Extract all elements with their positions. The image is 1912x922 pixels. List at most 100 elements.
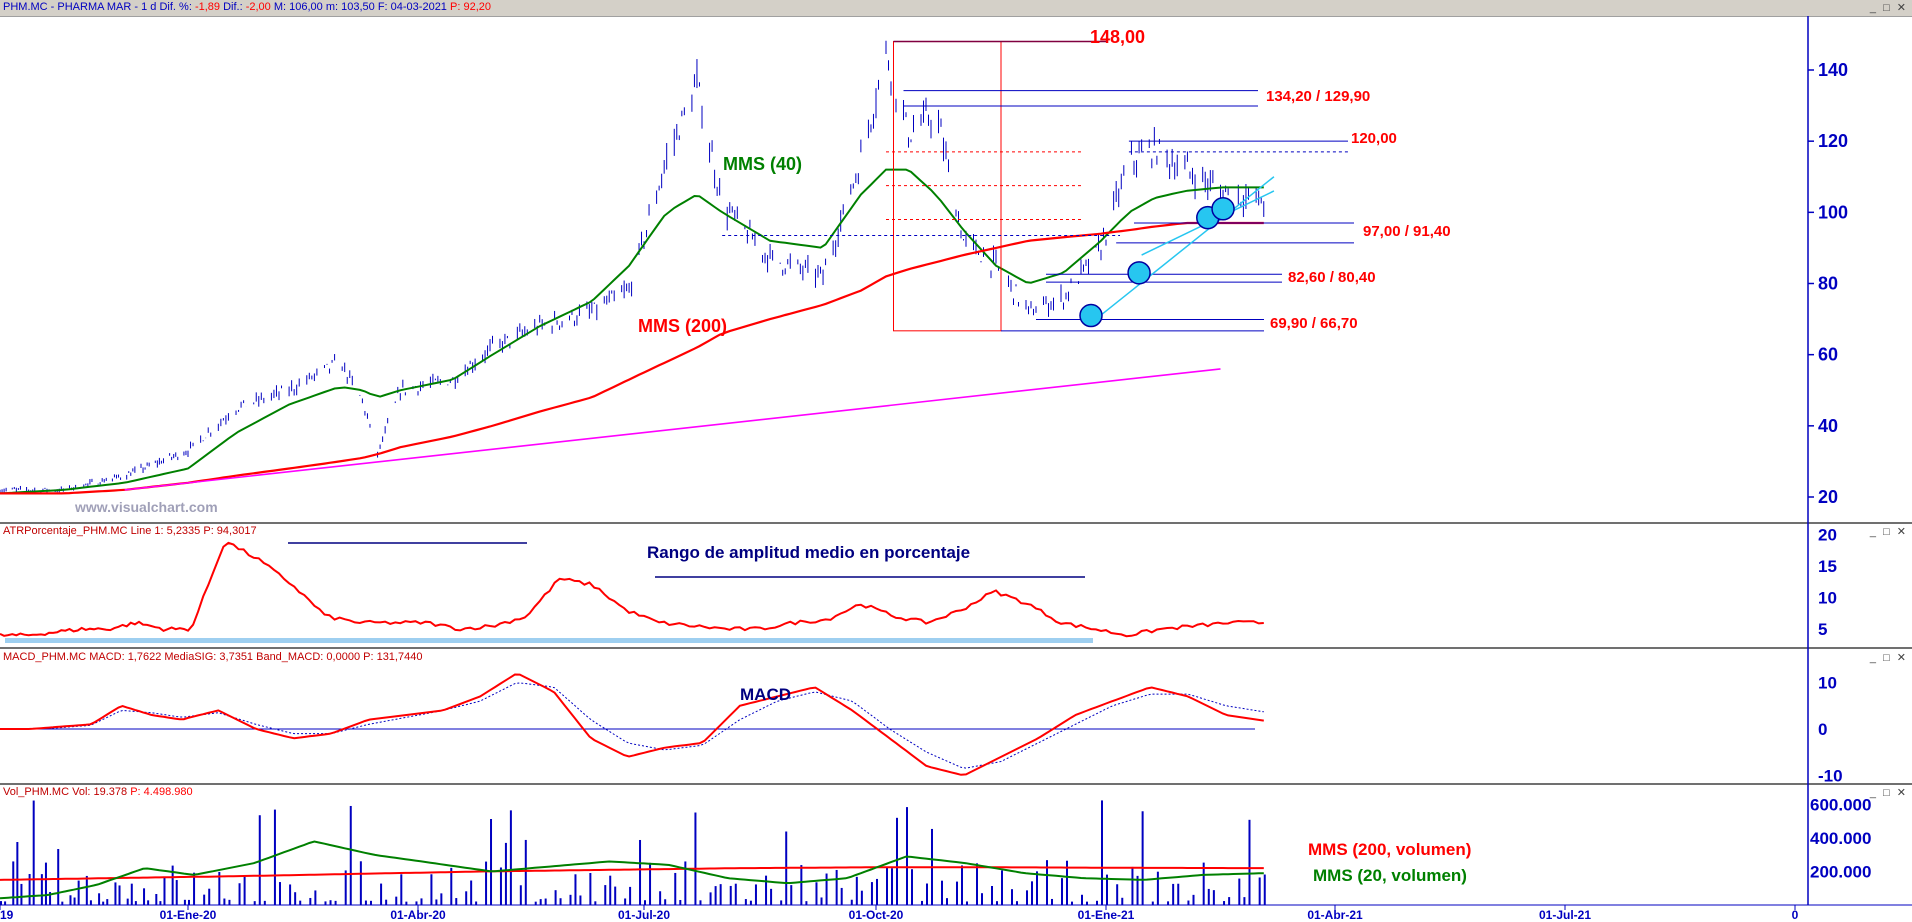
volume-bar xyxy=(604,885,607,905)
vol-panel-header: Vol_PHM.MC Vol: 19.378 P: 4.498.980 xyxy=(3,786,193,798)
date-label: 01-Abr-20 xyxy=(390,908,446,922)
volume-bar xyxy=(694,812,697,905)
volume-bar xyxy=(490,818,493,905)
vol-window-buttons[interactable]: _ □ ✕ xyxy=(1869,787,1908,799)
volume-bar xyxy=(349,805,352,905)
volume-bar xyxy=(734,883,737,905)
volume-bar xyxy=(208,888,211,905)
volume-bar xyxy=(699,900,702,905)
volume-bar xyxy=(16,842,19,905)
volume-bar xyxy=(765,875,768,905)
volume-bar xyxy=(102,901,105,905)
volume-bar xyxy=(1202,862,1205,905)
volume-bar xyxy=(569,894,572,905)
volume-bar xyxy=(835,869,838,905)
volume-bar xyxy=(435,899,438,905)
volume-bar xyxy=(729,885,732,905)
volume-bar xyxy=(278,882,281,905)
volume-bar xyxy=(369,900,372,905)
mms40-label: MMS (40) xyxy=(723,154,802,174)
price-axis-label: 20 xyxy=(1818,487,1838,507)
volume-bar xyxy=(1096,900,1098,905)
date-label: t-19 xyxy=(0,908,14,922)
touch-point-circle xyxy=(1079,303,1103,328)
volume-bar xyxy=(32,800,35,905)
volume-bar xyxy=(649,862,652,905)
volume-bar xyxy=(1223,901,1226,905)
volume-bar xyxy=(1036,871,1038,905)
volume-bar xyxy=(825,873,828,905)
volume-bar xyxy=(1243,897,1246,905)
volume-bar xyxy=(415,901,418,905)
volume-bar xyxy=(780,900,783,905)
volume-bar xyxy=(400,874,403,905)
volume-bar xyxy=(1263,874,1266,905)
volume-bar xyxy=(1121,897,1124,905)
macd-window-buttons[interactable]: _ □ ✕ xyxy=(1869,652,1908,664)
volume-bar xyxy=(159,901,162,905)
volume-bar xyxy=(12,861,15,905)
volume-bar xyxy=(28,874,31,905)
volume-bar xyxy=(188,899,190,905)
volume-bar xyxy=(911,869,913,905)
watermark: www.visualchart.com xyxy=(74,499,218,515)
volume-bar xyxy=(659,891,662,905)
macd-name: MACD_PHM.MC xyxy=(3,651,87,663)
volume-bar xyxy=(1066,860,1068,905)
volume-bar xyxy=(364,900,367,905)
volume-bar xyxy=(1071,901,1073,905)
volume-bar xyxy=(470,880,473,905)
volume-bar xyxy=(263,900,266,905)
volume-axis-label: 600.000 xyxy=(1810,796,1871,815)
date-label: 01-Oct-20 xyxy=(849,908,904,922)
atr-axis-label: 20 xyxy=(1818,526,1837,545)
level-148-label: 148,00 xyxy=(1090,27,1145,47)
volume-bar xyxy=(574,874,577,905)
min-value: m: 103,50 xyxy=(325,1,375,13)
volume-bar xyxy=(664,899,667,905)
volume-bar xyxy=(85,875,88,905)
volume-bar xyxy=(639,839,642,905)
volume-bar xyxy=(709,892,712,905)
axis-labels: 140120100806040202015105100-10600.000400… xyxy=(0,60,1871,922)
volume-bar xyxy=(253,901,256,905)
volume-bar xyxy=(509,810,512,905)
channel-line xyxy=(1095,176,1275,320)
vol20-label: MMS (20, volumen) xyxy=(1313,866,1467,885)
date-label: 01-Ene-21 xyxy=(1078,908,1135,922)
volume-bar xyxy=(106,899,109,905)
volume-bar xyxy=(385,899,388,905)
volume-bar xyxy=(624,898,627,905)
volume-bar xyxy=(860,890,863,905)
date-label: 01-Jul-20 xyxy=(618,908,670,922)
atr-window-buttons[interactable]: _ □ ✕ xyxy=(1869,526,1908,538)
volume-bar xyxy=(981,893,983,905)
volume-bar xyxy=(1046,860,1048,905)
volume-bar xyxy=(679,899,682,905)
atr-axis-label: 15 xyxy=(1818,557,1837,576)
dif-pct-label: Dif. %: xyxy=(159,1,192,13)
atr-band xyxy=(5,638,1093,643)
price-axis-label: 40 xyxy=(1818,416,1838,436)
volume-bar xyxy=(1212,890,1215,905)
volume-bar xyxy=(1116,884,1119,905)
mms40-line xyxy=(0,168,1264,495)
volume-bar xyxy=(749,900,752,905)
level-120-label: 120,00 xyxy=(1351,130,1397,147)
ticker-name: PHM.MC - PHARMA MAR - xyxy=(3,1,139,13)
volume-bar xyxy=(359,861,362,905)
volume-bar xyxy=(114,882,117,905)
range-box xyxy=(893,41,1002,332)
volume-bar xyxy=(1238,878,1241,905)
volume-bar xyxy=(524,839,527,905)
dif-pct-value: -1,89 xyxy=(194,1,221,13)
volume-bar xyxy=(966,901,968,905)
volume-bar xyxy=(870,882,873,905)
volume-bar xyxy=(684,861,687,905)
volume-bar xyxy=(855,876,858,905)
window-buttons[interactable]: _ □ ✕ xyxy=(1869,2,1908,14)
volume-bar xyxy=(956,881,958,905)
volume-bar xyxy=(193,872,196,905)
volume-bar xyxy=(896,817,898,905)
volume-bar xyxy=(714,886,717,905)
